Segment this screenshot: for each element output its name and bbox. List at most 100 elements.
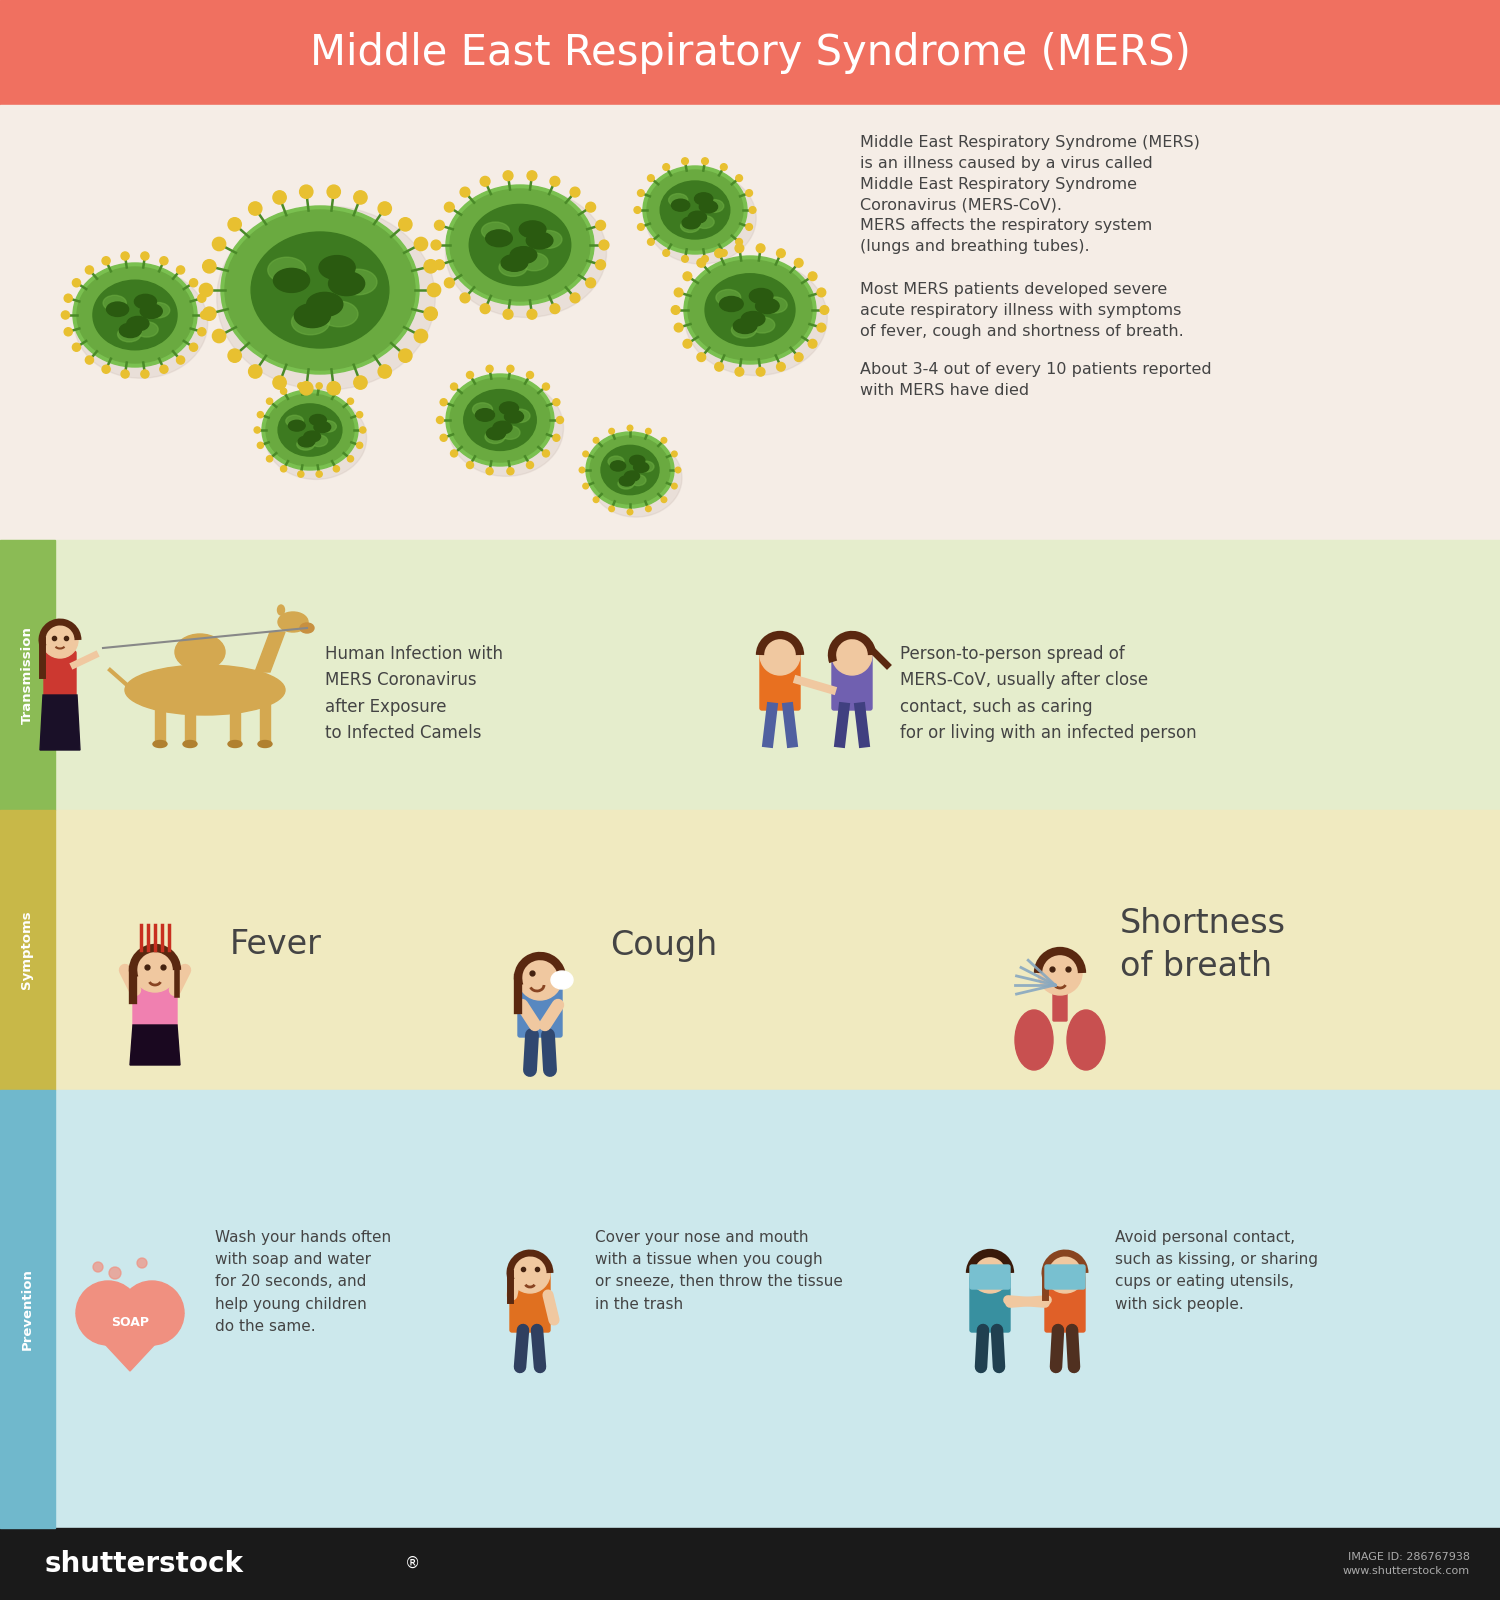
Text: Middle East Respiratory Syndrome (MERS): Middle East Respiratory Syndrome (MERS) xyxy=(309,32,1191,74)
Ellipse shape xyxy=(228,741,242,747)
Circle shape xyxy=(122,370,129,378)
Text: SOAP: SOAP xyxy=(111,1317,148,1330)
Circle shape xyxy=(503,309,513,318)
Ellipse shape xyxy=(638,461,654,472)
Circle shape xyxy=(756,243,765,253)
Ellipse shape xyxy=(446,374,554,466)
Ellipse shape xyxy=(504,410,524,422)
Ellipse shape xyxy=(310,435,327,446)
Circle shape xyxy=(716,363,723,371)
Circle shape xyxy=(62,310,69,318)
Circle shape xyxy=(177,266,184,274)
Circle shape xyxy=(357,411,363,418)
Circle shape xyxy=(141,251,148,261)
Ellipse shape xyxy=(694,192,712,205)
Ellipse shape xyxy=(610,461,626,470)
Bar xyxy=(0,1090,1500,1528)
Circle shape xyxy=(672,451,676,456)
Ellipse shape xyxy=(298,437,315,446)
Circle shape xyxy=(645,506,651,512)
Ellipse shape xyxy=(550,971,573,989)
Ellipse shape xyxy=(328,272,364,296)
Ellipse shape xyxy=(278,403,342,456)
Circle shape xyxy=(543,450,549,458)
Ellipse shape xyxy=(672,200,690,211)
Circle shape xyxy=(550,176,560,186)
Ellipse shape xyxy=(699,200,717,213)
Polygon shape xyxy=(130,1026,180,1066)
Circle shape xyxy=(716,250,723,258)
Ellipse shape xyxy=(608,456,624,467)
Circle shape xyxy=(460,187,470,197)
Circle shape xyxy=(357,442,363,448)
FancyBboxPatch shape xyxy=(134,968,177,1027)
Circle shape xyxy=(638,224,644,230)
Circle shape xyxy=(93,1262,104,1272)
Ellipse shape xyxy=(153,741,166,747)
Circle shape xyxy=(736,174,742,181)
Circle shape xyxy=(160,365,168,373)
Ellipse shape xyxy=(694,216,714,229)
Ellipse shape xyxy=(104,296,126,310)
Circle shape xyxy=(440,434,447,442)
Ellipse shape xyxy=(176,634,225,670)
Ellipse shape xyxy=(501,254,528,272)
Circle shape xyxy=(435,221,444,230)
Circle shape xyxy=(594,437,598,443)
Circle shape xyxy=(736,238,742,245)
Ellipse shape xyxy=(732,322,756,338)
Circle shape xyxy=(201,310,208,318)
Circle shape xyxy=(1038,950,1082,995)
Circle shape xyxy=(102,365,110,373)
Circle shape xyxy=(682,272,692,280)
Ellipse shape xyxy=(258,741,272,747)
Bar xyxy=(154,698,165,742)
Circle shape xyxy=(556,416,564,424)
Polygon shape xyxy=(76,1314,184,1371)
Circle shape xyxy=(444,278,454,288)
Circle shape xyxy=(570,293,580,302)
Text: Cover your nose and mouth
with a tissue when you cough
or sneeze, then throw the: Cover your nose and mouth with a tissue … xyxy=(596,1230,843,1312)
Ellipse shape xyxy=(320,421,336,432)
Circle shape xyxy=(550,304,560,314)
Ellipse shape xyxy=(750,317,776,333)
Bar xyxy=(230,698,240,742)
Circle shape xyxy=(702,256,708,262)
Circle shape xyxy=(198,294,206,302)
Text: Avoid personal contact,
such as kissing, or sharing
cups or eating utensils,
wit: Avoid personal contact, such as kissing,… xyxy=(1114,1230,1318,1312)
Circle shape xyxy=(833,635,872,675)
Ellipse shape xyxy=(450,378,550,462)
Circle shape xyxy=(316,470,322,477)
Text: Prevention: Prevention xyxy=(21,1269,33,1350)
Circle shape xyxy=(510,1253,550,1293)
Ellipse shape xyxy=(633,462,650,472)
Circle shape xyxy=(609,429,615,434)
Ellipse shape xyxy=(762,298,788,314)
Ellipse shape xyxy=(266,397,366,480)
Circle shape xyxy=(440,398,447,406)
Ellipse shape xyxy=(590,438,682,517)
Ellipse shape xyxy=(304,430,321,442)
Ellipse shape xyxy=(681,219,700,232)
Circle shape xyxy=(134,947,177,992)
Ellipse shape xyxy=(669,194,688,206)
Circle shape xyxy=(427,283,441,296)
Circle shape xyxy=(42,622,78,658)
FancyBboxPatch shape xyxy=(1053,990,1066,1021)
Circle shape xyxy=(300,382,313,395)
Text: ®: ® xyxy=(405,1555,420,1571)
Ellipse shape xyxy=(135,322,158,338)
Circle shape xyxy=(735,368,744,376)
Circle shape xyxy=(430,240,441,250)
Circle shape xyxy=(354,190,368,205)
Ellipse shape xyxy=(220,206,419,374)
Ellipse shape xyxy=(1016,1010,1053,1070)
Circle shape xyxy=(672,306,680,314)
Text: Cough: Cough xyxy=(610,928,717,962)
Circle shape xyxy=(64,328,72,336)
Ellipse shape xyxy=(251,232,388,349)
Ellipse shape xyxy=(630,456,645,466)
Ellipse shape xyxy=(278,605,285,614)
Circle shape xyxy=(818,288,825,296)
Text: Shortness
of breath: Shortness of breath xyxy=(1120,907,1286,982)
